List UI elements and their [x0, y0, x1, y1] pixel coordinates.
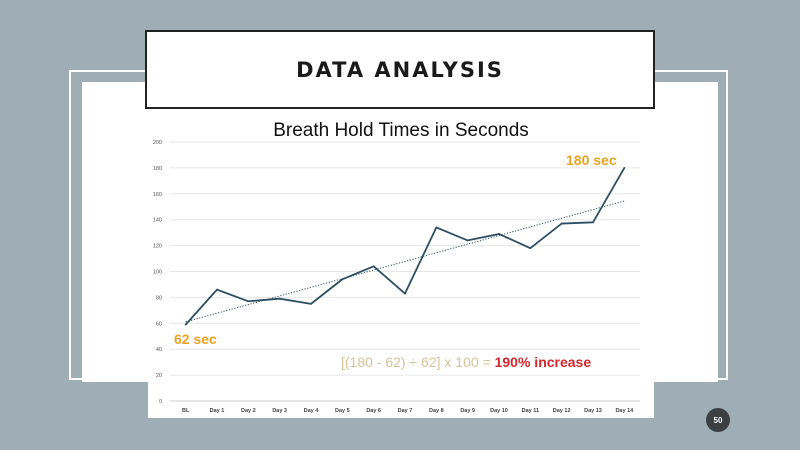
y-tick-label: 120 — [153, 244, 162, 250]
y-tick-label: 20 — [156, 373, 162, 379]
x-axis-ticks: BL Day 1 Day 2 Day 3 Day 4 Day 5 Day 6 Day 7 Day… — [182, 408, 634, 414]
x-tick-label: BL — [182, 408, 190, 414]
x-tick-label: Day 11 — [522, 408, 539, 414]
x-tick-label: Day 5 — [335, 408, 350, 414]
x-tick-label: Day 2 — [241, 408, 256, 414]
x-tick-label: Day 7 — [398, 408, 413, 414]
data-point — [184, 323, 187, 326]
x-tick-label: Day 9 — [460, 408, 475, 414]
data-point — [435, 226, 438, 229]
data-point — [341, 278, 344, 281]
result-text: 190% increase — [495, 354, 592, 370]
x-tick-label: Day 1 — [210, 408, 225, 414]
chart-card: Breath Hold Times in Seconds 0 20 40 60 80 10… — [148, 113, 654, 418]
data-point — [404, 292, 406, 295]
y-tick-label: 140 — [153, 218, 162, 224]
data-point — [623, 167, 626, 169]
y-tick-label: 200 — [153, 140, 162, 146]
formula-annotation: [(180 - 62) ÷ 62] x 100 = 190% increase — [341, 354, 591, 370]
x-tick-label: Day 4 — [304, 408, 320, 414]
slide-title: DATA ANALYSIS — [296, 57, 504, 82]
data-point — [278, 297, 281, 300]
end-value-annotation: 180 sec — [566, 152, 617, 168]
y-tick-label: 40 — [156, 347, 162, 353]
data-point — [592, 221, 594, 224]
data-point — [498, 233, 500, 235]
x-tick-label: Day 12 — [553, 408, 571, 414]
data-point — [372, 265, 375, 268]
data-point — [560, 222, 563, 225]
y-tick-label: 60 — [156, 321, 162, 327]
chart-title: Breath Hold Times in Seconds — [273, 120, 529, 141]
series-line — [184, 167, 626, 326]
data-point — [247, 300, 250, 303]
start-value-annotation: 62 sec — [174, 331, 217, 347]
x-tick-label: Day 6 — [366, 408, 381, 414]
formula-text: [(180 - 62) ÷ 62] x 100 = — [341, 354, 495, 370]
data-point — [466, 239, 469, 242]
line-chart: Breath Hold Times in Seconds 0 20 40 60 80 10… — [153, 120, 640, 414]
data-point — [310, 302, 312, 305]
y-tick-label: 160 — [153, 192, 162, 198]
x-tick-label: Day 8 — [429, 408, 444, 414]
y-tick-label: 0 — [159, 399, 162, 405]
y-tick-label: 80 — [156, 295, 162, 301]
y-tick-label: 100 — [153, 270, 162, 276]
x-tick-label: Day 14 — [615, 408, 634, 414]
y-tick-label: 180 — [153, 166, 162, 172]
x-tick-label: Day 13 — [584, 408, 602, 414]
gridlines — [170, 141, 640, 402]
y-axis-ticks: 0 20 40 60 80 100 120 140 160 180 200 — [153, 140, 162, 405]
trendline — [185, 200, 625, 323]
data-point — [529, 247, 532, 250]
data-point — [216, 288, 218, 291]
x-tick-label: Day 3 — [272, 408, 287, 414]
series-polyline — [184, 167, 626, 326]
x-tick-label: Day 10 — [490, 408, 508, 414]
page-number-badge: 50 — [706, 408, 730, 432]
title-box: DATA ANALYSIS — [145, 30, 655, 109]
